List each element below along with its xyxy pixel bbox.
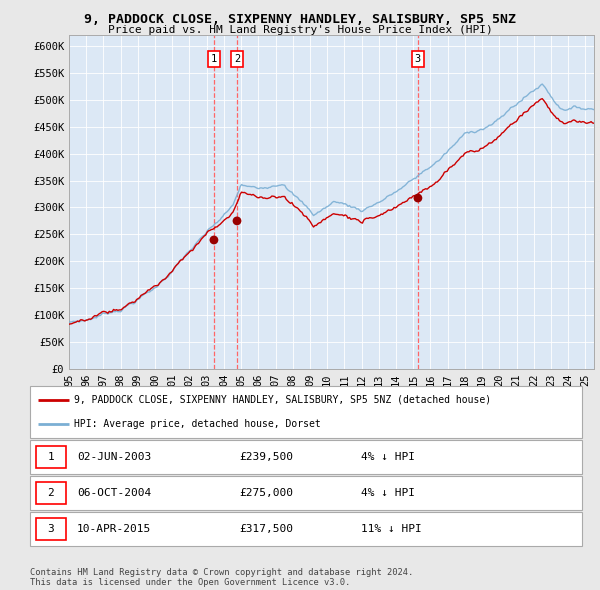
- Text: Contains HM Land Registry data © Crown copyright and database right 2024.
This d: Contains HM Land Registry data © Crown c…: [30, 568, 413, 587]
- Text: 2: 2: [234, 54, 240, 64]
- Point: [413, 194, 423, 203]
- Text: Price paid vs. HM Land Registry's House Price Index (HPI): Price paid vs. HM Land Registry's House …: [107, 25, 493, 35]
- Text: 10-APR-2015: 10-APR-2015: [77, 524, 151, 533]
- Text: 4% ↓ HPI: 4% ↓ HPI: [361, 488, 415, 497]
- Bar: [35, 445, 66, 468]
- Text: 9, PADDOCK CLOSE, SIXPENNY HANDLEY, SALISBURY, SP5 5NZ (detached house): 9, PADDOCK CLOSE, SIXPENNY HANDLEY, SALI…: [74, 395, 491, 405]
- Text: 02-JUN-2003: 02-JUN-2003: [77, 452, 151, 461]
- Text: 1: 1: [211, 54, 217, 64]
- Text: £239,500: £239,500: [240, 452, 294, 461]
- Text: 2: 2: [47, 488, 54, 497]
- Bar: [35, 517, 66, 540]
- Bar: [35, 481, 66, 504]
- Text: 11% ↓ HPI: 11% ↓ HPI: [361, 524, 422, 533]
- Text: 4% ↓ HPI: 4% ↓ HPI: [361, 452, 415, 461]
- Point: [209, 235, 219, 245]
- Text: 9, PADDOCK CLOSE, SIXPENNY HANDLEY, SALISBURY, SP5 5NZ: 9, PADDOCK CLOSE, SIXPENNY HANDLEY, SALI…: [84, 13, 516, 26]
- Text: 3: 3: [47, 524, 54, 533]
- Point: [232, 216, 242, 225]
- Text: £275,000: £275,000: [240, 488, 294, 497]
- Text: HPI: Average price, detached house, Dorset: HPI: Average price, detached house, Dors…: [74, 419, 321, 429]
- Text: £317,500: £317,500: [240, 524, 294, 533]
- Text: 1: 1: [47, 452, 54, 461]
- Text: 3: 3: [415, 54, 421, 64]
- Text: 06-OCT-2004: 06-OCT-2004: [77, 488, 151, 497]
